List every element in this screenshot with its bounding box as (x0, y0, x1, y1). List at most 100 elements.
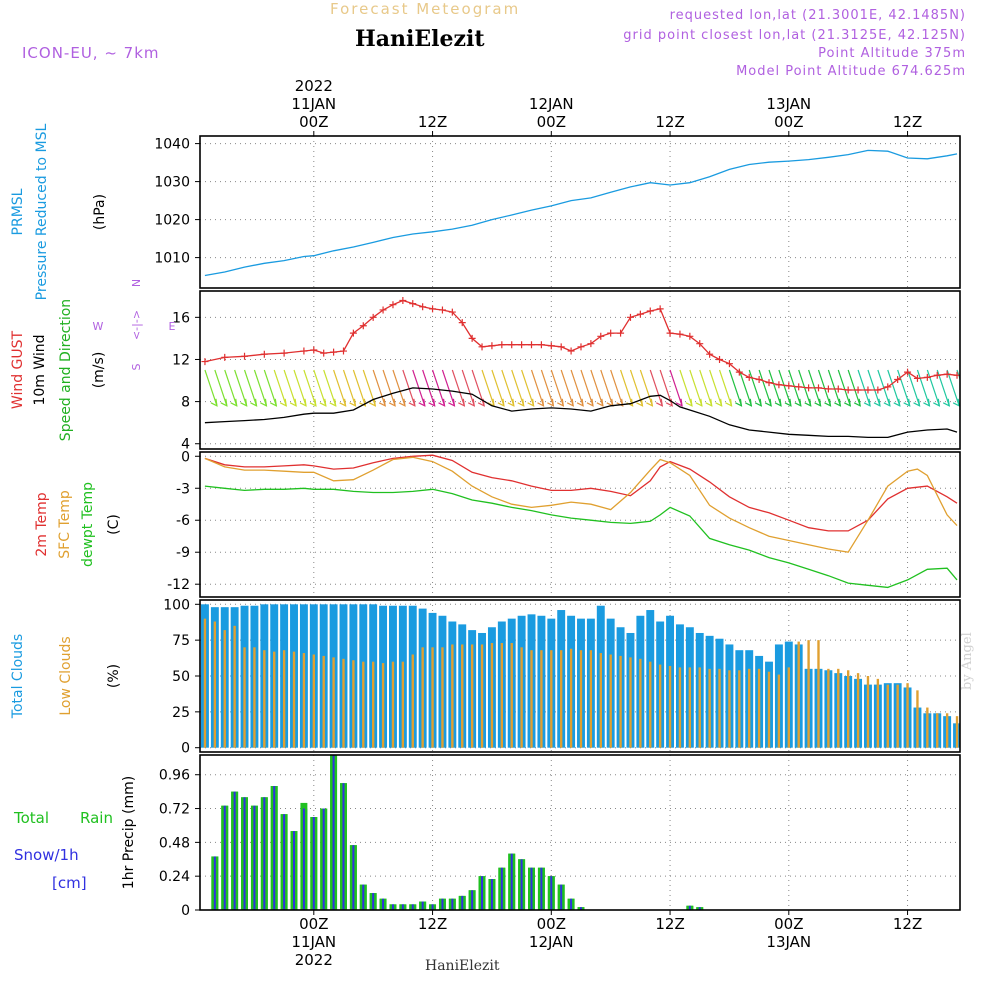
wind-barb-head (774, 398, 782, 407)
gust-marker (814, 384, 822, 392)
wind-barb (600, 369, 614, 407)
gust-marker (409, 300, 417, 308)
bar-low-clouds (817, 640, 820, 748)
time-label-top: 12Z (418, 113, 447, 131)
wind-barb-head (527, 398, 535, 407)
gust-marker (528, 341, 536, 349)
wind-barb (689, 369, 703, 407)
point-altitude: Point Altitude 375m (818, 46, 966, 61)
bar-low-clouds (520, 647, 523, 748)
panel-wind: 4 8 12 16 Wind GUST 10m Wind Speed and Directi… (10, 279, 961, 453)
gust-marker (725, 360, 733, 368)
gust-marker (557, 343, 565, 351)
wind-barb-head (378, 398, 386, 407)
wind-barb-head (537, 398, 545, 407)
bar-low-clouds (569, 648, 573, 748)
wind-barb-head (418, 398, 426, 407)
bar-low-clouds (738, 670, 741, 748)
bar-precip-snow (510, 853, 513, 910)
bar-precip-snow (352, 845, 355, 910)
gust-marker (636, 310, 644, 318)
y-axis-label: 2m Temp (34, 492, 50, 556)
wind-barb-head (923, 398, 931, 407)
wind-barb (610, 369, 624, 407)
gust-marker (795, 383, 803, 391)
bar-precip-snow (500, 867, 503, 910)
time-label-top: 00Z (537, 113, 566, 131)
wind-barb-head (517, 398, 525, 407)
wind-barb-head (220, 398, 228, 407)
time-label-bottom: 00Z (299, 915, 328, 933)
bar-low-clouds (876, 678, 880, 748)
time-label-top: 12Z (893, 113, 922, 131)
y-axis-label: 1hr Precip (mm) (121, 776, 137, 889)
wind-barb-head (942, 398, 950, 407)
gust-marker (607, 329, 615, 337)
bar-low-clouds (213, 621, 217, 748)
wind-barb-head (329, 398, 337, 407)
wind-barb (214, 369, 228, 407)
wind-barb (283, 369, 297, 407)
y-tick-label: 4 (181, 437, 190, 453)
bar-low-clouds (530, 650, 533, 748)
wind-barb (738, 369, 752, 407)
wind-barb-head (240, 398, 248, 407)
bar-low-clouds (757, 668, 761, 748)
watermark: by Angel (960, 632, 975, 690)
y-tick-label: 1020 (154, 213, 190, 229)
wind-barb-head (349, 398, 357, 407)
wind-barb (431, 369, 446, 407)
gust-marker (884, 383, 892, 391)
wind-barb (837, 369, 851, 407)
bar-total-clouds (993, 745, 1000, 748)
time-label-top: 12Z (655, 113, 684, 131)
gust-marker (438, 306, 446, 314)
wind-barb-head (873, 398, 881, 407)
wind-barb (847, 369, 861, 407)
y-tick-label: 16 (172, 310, 190, 326)
gust-marker (943, 370, 951, 378)
wind-barb-head (824, 398, 832, 407)
wind-barb-head (933, 398, 941, 407)
gust-marker (429, 305, 437, 313)
wind-barb (926, 369, 940, 407)
series-line-10m-wind (204, 387, 958, 439)
wind-barb (352, 369, 366, 407)
gust-marker (676, 330, 684, 338)
bar-low-clouds (490, 643, 494, 748)
bar-precip-snow (698, 907, 701, 910)
bar-low-clouds (945, 713, 949, 748)
bar-precip-snow (520, 859, 523, 910)
bar-low-clouds (609, 654, 612, 748)
bar-precip-snow (223, 805, 226, 910)
bar-precip-snow (431, 904, 434, 910)
gust-marker (448, 308, 456, 316)
wind-barb-head (428, 398, 436, 407)
bar-low-clouds (401, 661, 405, 748)
bar-low-clouds (748, 668, 751, 748)
y-tick-label: 0 (181, 741, 190, 757)
y-tick-label: -3 (176, 481, 190, 497)
requested-coords: requested lon,lat (21.3001E, 42.1485N) (669, 8, 966, 23)
wind-barb-head (863, 398, 871, 407)
wind-barb (639, 369, 653, 407)
panel-clouds: 0 25 50 75 100 Total Clouds Low Clouds (%) (10, 597, 1000, 757)
wind-barb-head (507, 398, 515, 407)
bar-precip-snow (540, 867, 543, 910)
wind-barb-head (764, 398, 772, 407)
bar-low-clouds (688, 667, 692, 748)
time-label-bottom: 00Z (537, 915, 566, 933)
wind-barb-head (260, 398, 268, 407)
y-axis-label: (hPa) (92, 194, 108, 230)
gust-marker (280, 349, 288, 357)
wind-barb-head (547, 398, 555, 407)
legend-snow: Snow/1h (14, 846, 79, 864)
panel-frame (199, 599, 961, 753)
bar-low-clouds (371, 661, 375, 748)
gust-marker (260, 350, 268, 358)
wind-barb (491, 369, 505, 407)
wind-barb-head (695, 398, 703, 407)
wind-barb (718, 369, 733, 407)
bar-low-clouds (728, 670, 731, 748)
gust-marker (498, 341, 506, 349)
